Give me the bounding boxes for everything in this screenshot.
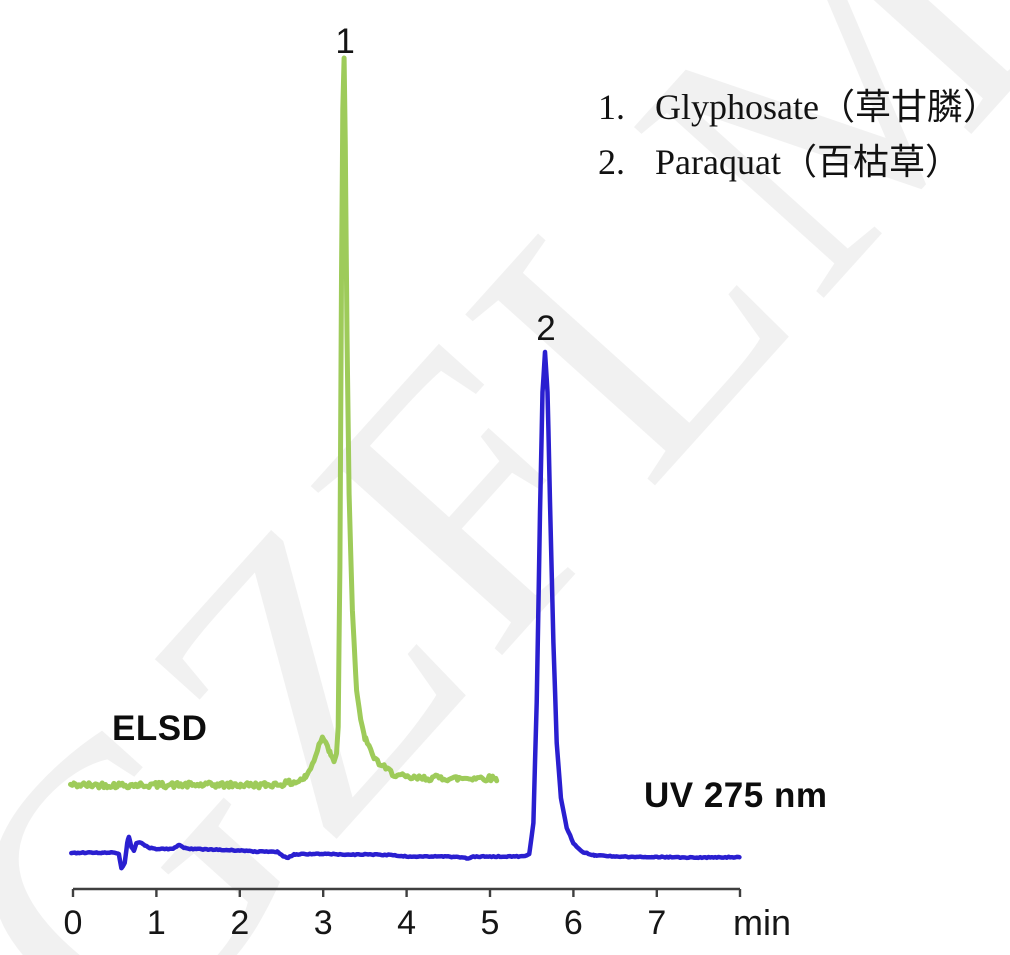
peak-legend: 1. Glyphosate（草甘膦） 2. Paraquat（百枯草） bbox=[598, 84, 999, 194]
legend-item-glyphosate: 1. Glyphosate（草甘膦） bbox=[598, 84, 999, 130]
peak-2-label: 2 bbox=[536, 309, 556, 348]
elsd-trace bbox=[68, 55, 500, 791]
legend-item-paraquat: 2. Paraquat（百枯草） bbox=[598, 139, 999, 185]
x-tick-label: 3 bbox=[313, 904, 333, 942]
x-tick-label: 7 bbox=[647, 904, 667, 942]
x-tick-label: 6 bbox=[563, 904, 583, 942]
uv-detector-label: UV 275 nm bbox=[644, 776, 828, 815]
x-tick-label: 1 bbox=[146, 904, 166, 942]
x-axis-unit-label: min bbox=[733, 902, 792, 943]
elsd-detector-label: ELSD bbox=[112, 709, 208, 748]
uv-trace bbox=[69, 349, 742, 871]
legend-item-number: 2. bbox=[598, 142, 625, 182]
legend-item-number: 1. bbox=[598, 87, 625, 127]
legend-item-text: Paraquat（百枯草） bbox=[655, 142, 961, 182]
legend-item-text: Glyphosate（草甘膦） bbox=[655, 87, 999, 127]
x-tick-label: 2 bbox=[230, 904, 250, 942]
x-tick-label: 4 bbox=[397, 904, 417, 942]
peak-1-label: 1 bbox=[335, 22, 355, 61]
x-tick-label: 0 bbox=[63, 904, 83, 942]
x-tick-label: 5 bbox=[480, 904, 500, 942]
